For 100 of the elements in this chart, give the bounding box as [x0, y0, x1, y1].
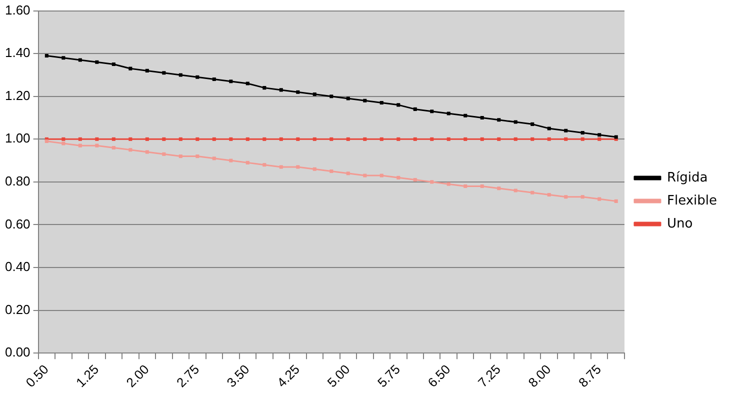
point	[564, 195, 568, 199]
point	[95, 137, 99, 141]
point	[480, 137, 484, 141]
point	[62, 56, 66, 60]
point	[44, 140, 48, 144]
point	[229, 137, 233, 141]
point	[62, 142, 66, 146]
point	[262, 86, 266, 90]
point	[330, 94, 334, 98]
point	[62, 137, 66, 141]
point	[178, 73, 182, 77]
point	[380, 137, 384, 141]
point	[430, 137, 434, 141]
point	[580, 195, 584, 199]
point	[212, 77, 216, 82]
y-tick-label: 0.80	[4, 174, 30, 189]
point	[464, 137, 468, 141]
point	[212, 156, 216, 160]
legend-label: Uno	[666, 216, 693, 232]
point	[446, 137, 450, 141]
point	[128, 148, 132, 152]
point	[78, 58, 82, 62]
point	[464, 114, 468, 118]
point	[598, 133, 602, 137]
point	[480, 116, 484, 120]
point	[296, 165, 300, 169]
point	[279, 165, 283, 169]
point	[196, 137, 200, 141]
point	[346, 96, 350, 100]
point	[162, 137, 166, 141]
x-tick-label: 5.00	[324, 362, 353, 390]
point	[530, 190, 534, 194]
point	[112, 137, 116, 141]
point	[564, 128, 568, 132]
point	[196, 75, 200, 79]
point	[514, 120, 518, 124]
point	[396, 137, 400, 141]
point	[312, 92, 316, 96]
point	[196, 154, 200, 158]
point	[514, 188, 518, 192]
point	[112, 146, 116, 150]
point	[514, 137, 518, 141]
point	[178, 137, 182, 141]
x-tick-label: 0.50	[22, 362, 52, 390]
point	[128, 137, 132, 141]
point	[44, 54, 48, 58]
point	[296, 137, 300, 141]
point	[413, 107, 417, 111]
point	[446, 182, 450, 186]
y-tick-label: 0.00	[4, 344, 30, 360]
point	[262, 137, 266, 141]
point	[145, 150, 149, 154]
point	[547, 137, 551, 141]
point	[547, 126, 551, 130]
point	[296, 90, 300, 94]
point	[78, 137, 82, 141]
x-tick-label: 4.25	[274, 362, 303, 390]
point	[246, 82, 250, 86]
legend-label: Flexible	[666, 193, 718, 208]
point	[346, 137, 350, 141]
point	[145, 137, 149, 141]
point	[346, 172, 350, 176]
y-tick-label: 0.60	[4, 216, 30, 232]
point	[446, 112, 450, 116]
y-tick-label: 1.40	[4, 45, 30, 60]
point	[580, 130, 584, 135]
x-tick-label: 7.25	[475, 362, 504, 390]
point	[564, 137, 568, 141]
point	[396, 103, 400, 107]
point	[212, 137, 216, 141]
point	[497, 118, 501, 122]
point	[312, 167, 316, 171]
point	[145, 68, 149, 72]
point	[162, 152, 166, 156]
point	[279, 88, 283, 92]
point	[380, 101, 384, 105]
point	[246, 137, 250, 141]
point	[95, 144, 99, 148]
point	[363, 137, 367, 141]
point	[363, 98, 367, 102]
point	[246, 160, 250, 164]
point	[497, 137, 501, 141]
point	[380, 174, 384, 178]
point	[312, 137, 316, 141]
point	[430, 180, 434, 184]
point	[497, 186, 501, 190]
point	[598, 137, 602, 141]
point	[413, 137, 417, 141]
point	[598, 197, 602, 201]
legend-label: Rígida	[666, 170, 708, 186]
y-tick-label: 1.20	[4, 88, 30, 103]
point	[330, 137, 334, 141]
x-tick-label: 6.50	[424, 362, 454, 390]
x-tick-label: 8.00	[525, 362, 554, 390]
point	[112, 62, 116, 66]
point	[162, 71, 166, 75]
point	[480, 184, 484, 188]
y-tick-label: 0.20	[4, 302, 30, 317]
y-tick-label: 0.40	[4, 259, 30, 274]
point	[363, 174, 367, 178]
